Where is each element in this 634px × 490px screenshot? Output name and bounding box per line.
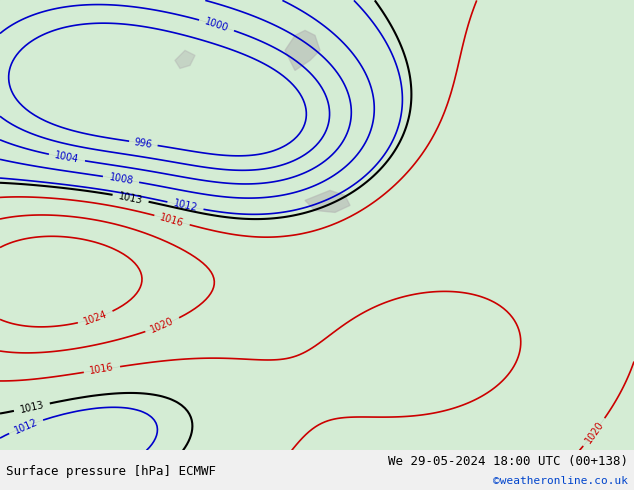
Text: 1000: 1000 bbox=[204, 17, 230, 34]
Polygon shape bbox=[175, 50, 195, 69]
Text: ©weatheronline.co.uk: ©weatheronline.co.uk bbox=[493, 476, 628, 486]
Text: 996: 996 bbox=[134, 137, 153, 150]
Text: 1016: 1016 bbox=[159, 212, 185, 228]
Text: 1024: 1024 bbox=[82, 309, 109, 327]
Text: Surface pressure [hPa] ECMWF: Surface pressure [hPa] ECMWF bbox=[6, 465, 216, 478]
Text: 1012: 1012 bbox=[172, 198, 198, 213]
Text: 1020: 1020 bbox=[583, 419, 605, 445]
Text: 1004: 1004 bbox=[54, 150, 80, 165]
Text: We 29-05-2024 18:00 UTC (00+138): We 29-05-2024 18:00 UTC (00+138) bbox=[387, 455, 628, 468]
Text: 1013: 1013 bbox=[19, 400, 45, 415]
Text: 1020: 1020 bbox=[149, 316, 176, 335]
Text: 1008: 1008 bbox=[108, 172, 134, 186]
Polygon shape bbox=[305, 191, 350, 212]
Text: 1016: 1016 bbox=[89, 363, 115, 376]
Polygon shape bbox=[285, 30, 320, 71]
Text: 1013: 1013 bbox=[118, 191, 144, 205]
Text: 1012: 1012 bbox=[13, 417, 39, 436]
